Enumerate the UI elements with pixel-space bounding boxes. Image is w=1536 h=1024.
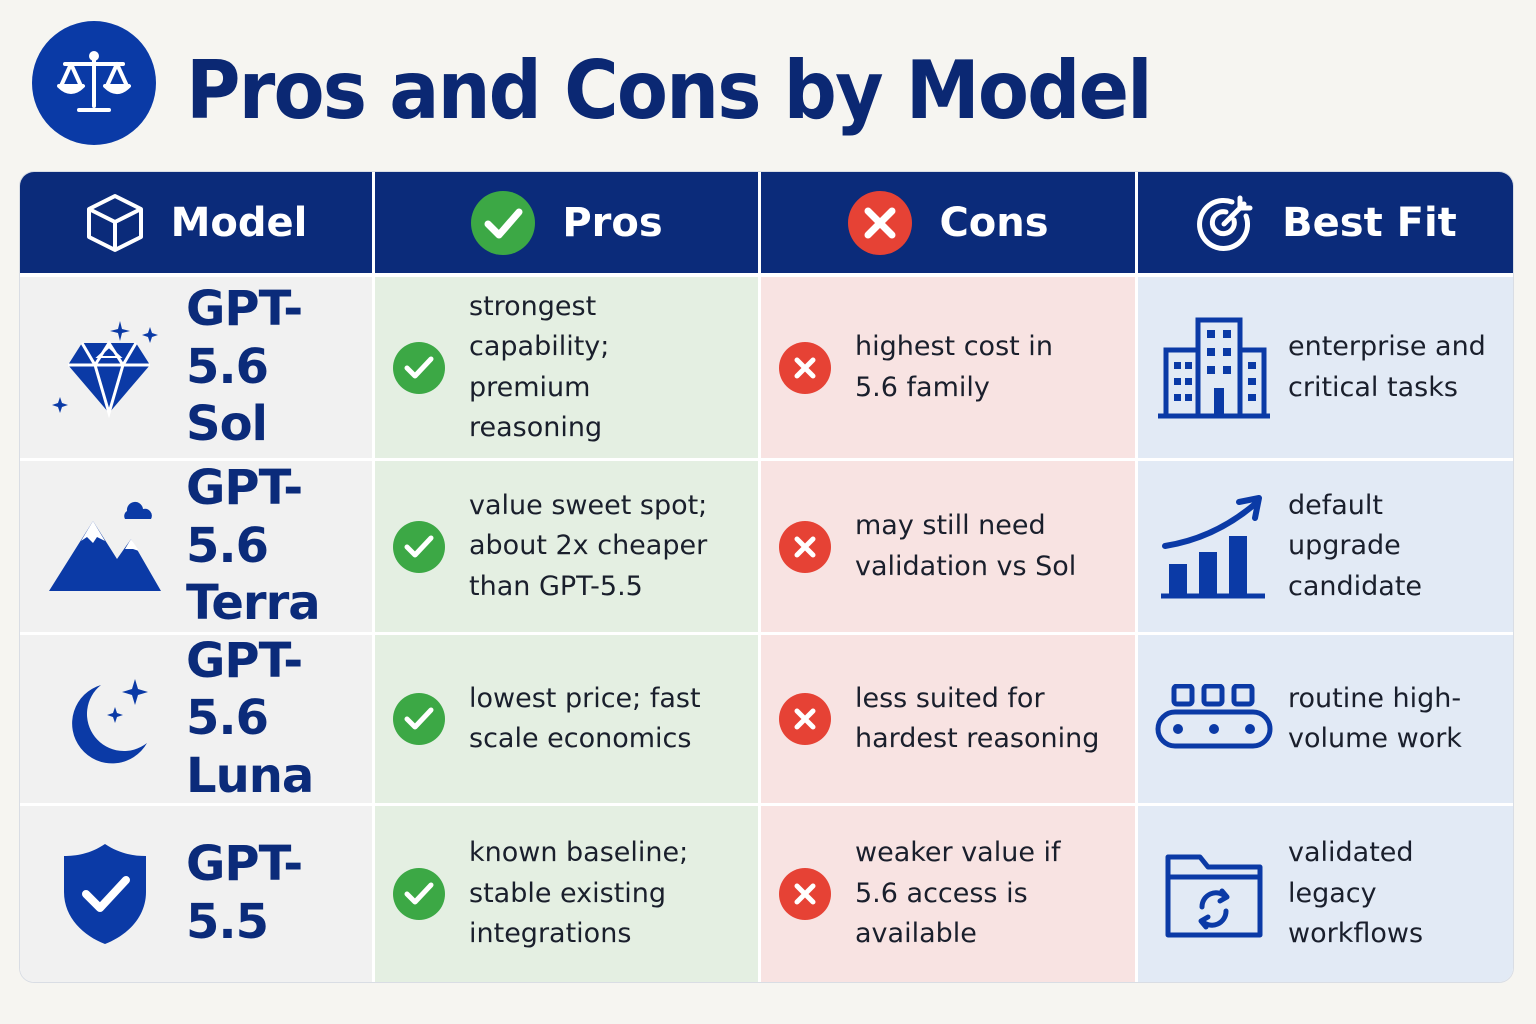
pros-text: known baseline; stable existing integrat… (469, 837, 689, 950)
header-pros: Pros (375, 172, 761, 273)
best-fit-cell: routine high-volume work (1138, 635, 1513, 803)
header-cons-label: Cons (939, 199, 1049, 246)
best-fit-cell: default upgrade candidate (1138, 461, 1513, 632)
header-model: Model (20, 172, 375, 273)
folder-sync-icon (1154, 849, 1274, 939)
check-circle-icon (470, 190, 536, 256)
cons-cell: weaker value if 5.6 access is available (761, 806, 1138, 982)
pros-text: lowest price; fast scale economics (469, 682, 701, 755)
header-pros-label: Pros (562, 199, 663, 246)
target-icon (1194, 192, 1256, 254)
model-name: GPT-5.6 Terra (186, 460, 321, 632)
pros-text: strongest capability; premium reasoning (469, 290, 610, 444)
x-icon (779, 693, 831, 745)
pros-cell: value sweet spot; about 2x cheaper than … (375, 461, 761, 632)
model-cell: GPT-5.6 Sol (20, 277, 375, 458)
header-best-fit-label: Best Fit (1282, 199, 1457, 246)
model-cell: GPT-5.5 (20, 806, 375, 982)
best-fit-text: enterprise and critical tasks (1288, 331, 1486, 403)
cube-icon (85, 192, 145, 254)
conveyor-icon (1154, 684, 1274, 754)
table-row: GPT-5.6 Terra value sweet spot; about 2x… (20, 460, 1513, 635)
header-cons: Cons (761, 172, 1138, 273)
x-icon (779, 520, 831, 573)
best-fit-text: routine high-volume work (1288, 682, 1462, 755)
pros-cell: known baseline; stable existing integrat… (375, 806, 761, 982)
cons-text: less suited for hardest reasoning (855, 682, 1100, 755)
diamond-icon (40, 313, 170, 423)
title-bar: Pros and Cons by Model (32, 21, 1223, 146)
cons-text: highest cost in 5.6 family (855, 331, 1053, 403)
header-model-label: Model (170, 199, 308, 246)
table-row: GPT-5.5 known baseline; stable existing … (20, 806, 1513, 982)
mountain-icon (40, 499, 170, 595)
header-best-fit: Best Fit (1138, 172, 1513, 273)
table-row: GPT-5.6 Luna lowest price; fast scale ec… (20, 632, 1513, 806)
best-fit-text: validated legacy workflows (1288, 837, 1424, 950)
building-icon (1154, 316, 1274, 420)
best-fit-cell: enterprise and critical tasks (1138, 277, 1513, 458)
pros-cell: strongest capability; premium reasoning (375, 277, 761, 458)
comparison-table: Model Pros Cons (20, 172, 1513, 982)
best-fit-cell: validated legacy workflows (1138, 806, 1513, 982)
cons-text: weaker value if 5.6 access is available (855, 837, 1061, 950)
cons-text: may still need validation vs Sol (855, 510, 1077, 582)
table-header: Model Pros Cons (20, 172, 1513, 273)
best-fit-text: default upgrade candidate (1288, 489, 1423, 602)
x-icon (779, 341, 831, 394)
pros-text: value sweet spot; about 2x cheaper than … (469, 489, 708, 602)
pros-cell: lowest price; fast scale economics (375, 635, 761, 803)
cons-cell: may still need validation vs Sol (761, 461, 1138, 632)
growth-chart-icon (1154, 494, 1274, 600)
table-body: GPT-5.6 Sol strongest capability; premiu… (20, 277, 1513, 982)
check-icon (393, 693, 445, 745)
model-name: GPT-5.6 Sol (186, 281, 303, 453)
model-name: GPT-5.5 (186, 836, 303, 950)
cons-cell: less suited for hardest reasoning (761, 635, 1138, 803)
model-cell: GPT-5.6 Terra (20, 460, 375, 632)
shield-check-icon (40, 842, 170, 946)
cons-cell: highest cost in 5.6 family (761, 277, 1138, 458)
moon-icon (40, 669, 170, 769)
check-icon (393, 868, 445, 920)
model-name: GPT-5.6 Luna (186, 632, 314, 804)
table-row: GPT-5.6 Sol strongest capability; premiu… (20, 277, 1513, 461)
x-circle-icon (847, 190, 913, 256)
check-icon (393, 341, 445, 394)
check-icon (393, 520, 445, 573)
x-icon (779, 868, 831, 920)
scales-icon (32, 21, 156, 145)
page-title: Pros and Cons by Model (186, 44, 1153, 137)
model-cell: GPT-5.6 Luna (20, 632, 375, 804)
